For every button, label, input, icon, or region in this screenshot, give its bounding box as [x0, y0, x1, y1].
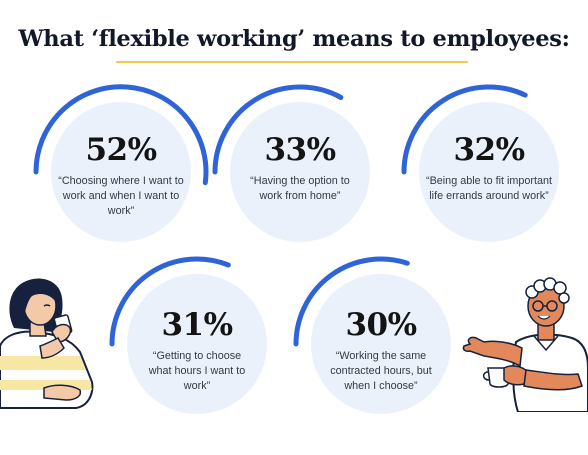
stat-circle-bg: [51, 102, 191, 242]
stat-description: “Having the option to work from home”: [250, 175, 350, 202]
man-holding-cup-illustration: [462, 277, 588, 412]
stat-item-4: 31% “Getting to choose what hours I want…: [122, 307, 272, 394]
stat-progress-arc: [212, 84, 344, 175]
stat-circle-bg: [127, 274, 267, 414]
stat-progress-arc: [401, 84, 528, 175]
stat-value: 32%: [453, 132, 525, 168]
stat-description: “Working the same contracted hours, but …: [330, 350, 432, 392]
title-underline: [116, 61, 468, 63]
stat-circle-bg: [311, 274, 451, 414]
stat-progress-arc: [293, 256, 410, 347]
stat-item-3: 32% “Being able to fit important life er…: [414, 132, 564, 204]
stat-description: “Getting to choose what hours I want to …: [148, 350, 246, 392]
stat-value: 52%: [85, 132, 157, 168]
stat-value: 31%: [161, 307, 233, 343]
stat-item-5: 30% “Working the same contracted hours, …: [306, 307, 456, 394]
woman-drinking-coffee-illustration: [0, 278, 94, 409]
stat-item-2: 33% “Having the option to work from home…: [225, 132, 375, 204]
stat-item-1: 52% “Choosing where I want to work and w…: [46, 132, 196, 219]
stat-value: 30%: [345, 307, 417, 343]
stat-circle-bg: [230, 102, 370, 242]
stat-progress-arc: [33, 84, 209, 186]
stat-progress-arc: [109, 256, 231, 347]
page-title: What ‘flexible working’ means to employe…: [18, 26, 570, 52]
stat-description: “Choosing where I want to work and when …: [58, 175, 184, 217]
stat-circle-bg: [419, 102, 559, 242]
stat-value: 33%: [264, 132, 336, 168]
stat-description: “Being able to fit important life errand…: [425, 175, 553, 202]
